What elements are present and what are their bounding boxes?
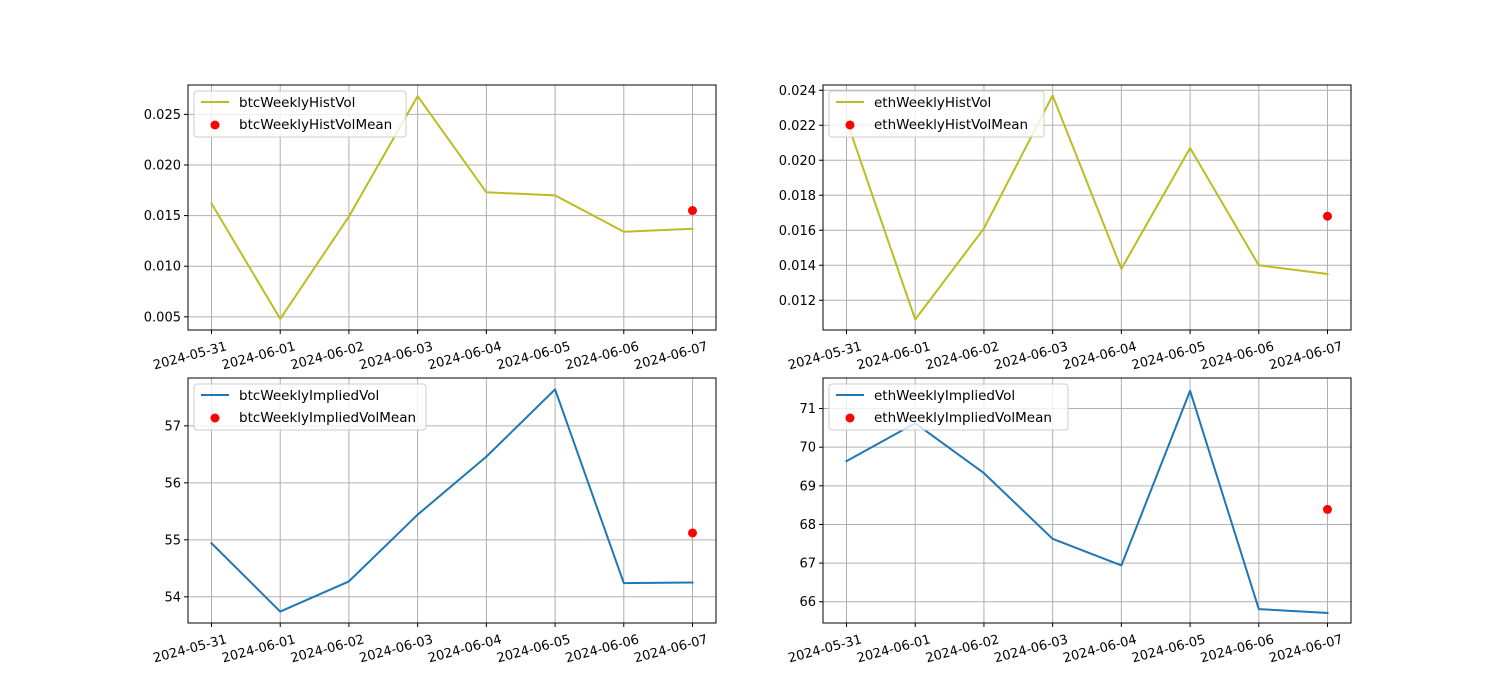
mean-point-btcWeeklyHistVolMean bbox=[688, 206, 697, 216]
legend-marker-swatch bbox=[210, 413, 220, 423]
x-tick-label: 2024-06-05 bbox=[495, 632, 572, 666]
legend-box bbox=[193, 383, 427, 431]
y-tick-label: 68 bbox=[799, 518, 816, 533]
y-tick-label: 0.015 bbox=[144, 209, 181, 224]
x-tick-label: 2024-06-05 bbox=[1130, 632, 1207, 666]
x-tick-label: 2024-06-02 bbox=[924, 632, 1001, 666]
legend-label: btcWeeklyImpliedVolMean bbox=[239, 410, 416, 426]
y-tick-label: 0.018 bbox=[779, 189, 816, 204]
y-tick-label: 0.025 bbox=[144, 108, 181, 123]
y-tick-label: 56 bbox=[164, 476, 181, 491]
legend-label: btcWeeklyHistVolMean bbox=[239, 117, 392, 133]
chart-panel-3: 2024-05-312024-06-012024-06-022024-06-03… bbox=[152, 377, 717, 666]
y-tick-label: 0.020 bbox=[144, 158, 181, 173]
x-tick-label: 2024-06-01 bbox=[855, 632, 932, 666]
axes-frame bbox=[822, 377, 1352, 624]
y-tick-label: 69 bbox=[799, 479, 816, 494]
legend-label: btcWeeklyHistVol bbox=[239, 95, 355, 111]
x-tick-label: 2024-05-31 bbox=[787, 632, 864, 666]
x-tick-label: 2024-06-07 bbox=[1268, 632, 1345, 666]
x-tick-label: 2024-06-05 bbox=[495, 339, 572, 373]
chart-panel-2: 2024-05-312024-06-012024-06-022024-06-03… bbox=[779, 84, 1352, 373]
y-tick-label: 66 bbox=[799, 595, 816, 610]
y-tick-label: 0.024 bbox=[779, 84, 816, 99]
x-tick-label: 2024-06-01 bbox=[220, 339, 297, 373]
y-tick-label: 55 bbox=[164, 533, 181, 548]
x-tick-label: 2024-06-02 bbox=[289, 339, 366, 373]
y-tick-label: 70 bbox=[799, 441, 816, 456]
chart-panel-1: 2024-05-312024-06-012024-06-022024-06-03… bbox=[144, 84, 717, 373]
legend-box bbox=[828, 383, 1069, 431]
legend: btcWeeklyImpliedVol btcWeeklyImpliedVolMe… bbox=[193, 383, 427, 431]
y-tick-label: 57 bbox=[164, 419, 181, 434]
x-tick-label: 2024-06-07 bbox=[1268, 339, 1345, 373]
series-line-btcWeeklyHistVol bbox=[210, 95, 694, 320]
x-tick-label: 2024-05-31 bbox=[152, 339, 229, 373]
legend-label: ethWeeklyImpliedVolMean bbox=[874, 410, 1052, 426]
x-tick-label: 2024-06-05 bbox=[1130, 339, 1207, 373]
x-tick-label: 2024-06-06 bbox=[1199, 339, 1276, 373]
legend-marker-swatch bbox=[845, 120, 855, 130]
x-tick-label: 2024-06-03 bbox=[358, 632, 435, 666]
chart-panel-4: 2024-05-312024-06-012024-06-022024-06-03… bbox=[787, 377, 1352, 666]
y-tick-label: 0.016 bbox=[779, 224, 816, 239]
series-line-ethWeeklyImpliedVol bbox=[845, 389, 1329, 615]
legend-label: ethWeeklyHistVol bbox=[874, 95, 991, 111]
x-tick-label: 2024-06-04 bbox=[427, 339, 504, 373]
x-tick-label: 2024-06-06 bbox=[564, 339, 641, 373]
x-tick-label: 2024-06-07 bbox=[633, 339, 710, 373]
legend-box bbox=[828, 90, 1045, 138]
axes-frame bbox=[187, 377, 717, 624]
x-tick-label: 2024-05-31 bbox=[152, 632, 229, 666]
y-tick-label: 0.014 bbox=[779, 259, 816, 274]
x-tick-label: 2024-06-04 bbox=[427, 632, 504, 666]
legend-marker-swatch bbox=[845, 413, 855, 423]
axes-frame bbox=[187, 84, 717, 331]
x-tick-label: 2024-06-03 bbox=[993, 339, 1070, 373]
x-tick-label: 2024-06-03 bbox=[358, 339, 435, 373]
x-tick-label: 2024-06-04 bbox=[1062, 632, 1139, 666]
legend: btcWeeklyHistVol btcWeeklyHistVolMean bbox=[193, 90, 407, 138]
mean-point-ethWeeklyImpliedVolMean bbox=[1323, 504, 1332, 514]
y-tick-label: 0.022 bbox=[779, 119, 816, 134]
mean-point-ethWeeklyHistVolMean bbox=[1323, 211, 1332, 221]
series-line-ethWeeklyHistVol bbox=[845, 94, 1329, 321]
x-tick-label: 2024-06-01 bbox=[855, 339, 932, 373]
legend-label: ethWeeklyHistVolMean bbox=[874, 117, 1028, 133]
x-tick-label: 2024-06-01 bbox=[220, 632, 297, 666]
x-tick-label: 2024-06-03 bbox=[993, 632, 1070, 666]
legend-marker-swatch bbox=[210, 120, 220, 130]
legend-label: btcWeeklyImpliedVol bbox=[239, 388, 379, 404]
mean-point-btcWeeklyImpliedVolMean bbox=[688, 528, 697, 538]
x-tick-label: 2024-05-31 bbox=[787, 339, 864, 373]
x-tick-label: 2024-06-02 bbox=[924, 339, 1001, 373]
legend: ethWeeklyHistVol ethWeeklyHistVolMean bbox=[828, 90, 1045, 138]
legend: ethWeeklyImpliedVol ethWeeklyImpliedVolMe… bbox=[828, 383, 1069, 431]
x-tick-label: 2024-06-06 bbox=[564, 632, 641, 666]
x-tick-label: 2024-06-02 bbox=[289, 632, 366, 666]
y-tick-label: 0.020 bbox=[779, 154, 816, 169]
y-tick-label: 0.005 bbox=[144, 310, 181, 325]
y-tick-label: 71 bbox=[799, 402, 816, 417]
axes-frame bbox=[822, 84, 1352, 331]
y-tick-label: 54 bbox=[164, 590, 181, 605]
x-tick-label: 2024-06-07 bbox=[633, 632, 710, 666]
x-tick-label: 2024-06-04 bbox=[1062, 339, 1139, 373]
legend-label: ethWeeklyImpliedVol bbox=[874, 388, 1015, 404]
y-tick-label: 0.012 bbox=[779, 294, 816, 309]
x-tick-label: 2024-06-06 bbox=[1199, 632, 1276, 666]
series-line-btcWeeklyImpliedVol bbox=[210, 388, 694, 613]
legend-box bbox=[193, 90, 407, 138]
y-tick-label: 0.010 bbox=[144, 260, 181, 275]
y-tick-label: 67 bbox=[799, 557, 816, 572]
